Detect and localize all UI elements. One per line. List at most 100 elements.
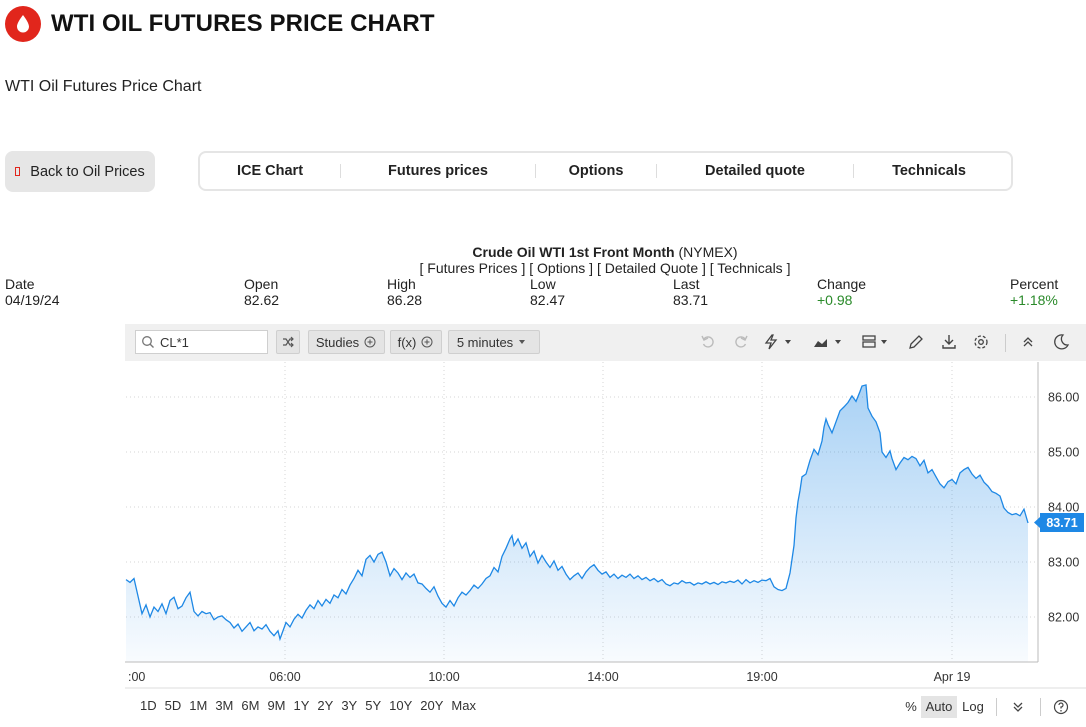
studies-button[interactable]: Studies — [308, 330, 385, 354]
quote-high: High 86.28 — [387, 276, 422, 308]
instrument-name: Crude Oil WTI 1st Front Month — [472, 244, 675, 260]
range-button-3m[interactable]: 3M — [215, 698, 234, 713]
quote-change: Change +0.98 — [817, 276, 866, 308]
tab-divider — [656, 164, 657, 178]
range-button-5d[interactable]: 5D — [164, 698, 182, 713]
x-tick-label: 06:00 — [269, 670, 300, 684]
undo-icon[interactable] — [697, 331, 719, 353]
x-tick-label: :00 — [128, 670, 145, 684]
log-scale-button[interactable]: Log — [962, 699, 984, 714]
tab-options[interactable]: Options — [568, 163, 624, 179]
quote-date: Date 04/19/24 — [5, 276, 60, 308]
auto-scale-button[interactable]: Auto — [921, 696, 957, 718]
low-label: Low — [530, 276, 556, 292]
quote-last: Last 83.71 — [673, 276, 708, 308]
scale-divider — [996, 698, 997, 716]
range-button-5y[interactable]: 5Y — [365, 698, 382, 713]
add-circle-icon — [421, 336, 433, 348]
y-tick-label: 82.00 — [1048, 611, 1079, 625]
symbol-search-input[interactable]: CL*1 — [135, 330, 268, 354]
studies-label: Studies — [315, 334, 360, 350]
scale-divider — [1040, 698, 1041, 716]
percent-value: +1.18% — [1010, 292, 1058, 308]
range-button-3y[interactable]: 3Y — [341, 698, 358, 713]
percent-scale-button[interactable]: % — [905, 699, 917, 714]
link-futures-prices[interactable]: [ Futures Prices ] — [419, 260, 526, 276]
help-icon[interactable] — [1050, 696, 1072, 718]
percent-label: Percent — [1010, 276, 1059, 292]
quote-open: Open 82.62 — [244, 276, 279, 308]
y-axis-labels: 86.00 85.00 84.00 83.00 82.00 — [1048, 391, 1079, 625]
redo-icon[interactable] — [730, 331, 752, 353]
range-button-1m[interactable]: 1M — [189, 698, 208, 713]
draw-pencil-icon[interactable] — [905, 331, 927, 353]
exchange-name: (NYMEX) — [678, 244, 738, 260]
expand-down-icon[interactable] — [1007, 696, 1029, 718]
price-line-series — [125, 384, 1029, 642]
tab-divider — [340, 164, 341, 178]
symbol-value: CL*1 — [160, 334, 189, 350]
link-technicals[interactable]: [ Technicals ] — [709, 260, 791, 276]
tab-detailed-quote[interactable]: Detailed quote — [705, 163, 805, 179]
back-icon — [15, 167, 21, 176]
x-tick-label: 10:00 — [428, 670, 459, 684]
x-tick-label: 19:00 — [746, 670, 777, 684]
y-tick-label: 85.00 — [1048, 446, 1079, 460]
quote-heading: Crude Oil WTI 1st Front Month (NYMEX) — [0, 244, 1086, 260]
range-button-1y[interactable]: 1Y — [293, 698, 310, 713]
download-icon[interactable] — [938, 331, 960, 353]
search-icon — [142, 336, 154, 348]
fx-button[interactable]: f(x) — [390, 330, 442, 354]
range-button-1d[interactable]: 1D — [140, 698, 157, 713]
tab-technicals[interactable]: Technicals — [892, 163, 966, 179]
date-value: 04/19/24 — [5, 292, 60, 308]
range-button-2y[interactable]: 2Y — [317, 698, 334, 713]
quote-low: Low 82.47 — [530, 276, 565, 308]
range-button-6m[interactable]: 6M — [241, 698, 260, 713]
price-area-fill — [126, 384, 1028, 662]
last-price-tag: 83.71 — [1040, 513, 1084, 532]
open-label: Open — [244, 276, 279, 292]
tab-ice-chart[interactable]: ICE Chart — [236, 163, 304, 179]
link-detailed-quote[interactable]: [ Detailed Quote ] — [596, 260, 706, 276]
compare-button[interactable] — [276, 330, 300, 354]
high-label: High — [387, 276, 416, 292]
link-options[interactable]: [ Options ] — [529, 260, 594, 276]
page-title: WTI OIL FUTURES PRICE CHART — [51, 10, 435, 37]
range-button-10y[interactable]: 10Y — [389, 698, 413, 713]
tab-divider — [853, 164, 854, 178]
tab-futures-prices[interactable]: Futures prices — [388, 163, 488, 179]
x-axis-labels: :00 06:00 10:00 14:00 19:00 Apr 19 — [128, 670, 970, 684]
range-selector: 1D 5D 1M 3M 6M 9M 1Y 2Y 3Y 5Y 10Y 20Y Max — [140, 698, 484, 713]
tab-divider — [535, 164, 536, 178]
layout-icon[interactable] — [860, 331, 894, 353]
interval-value: 5 minutes — [456, 334, 514, 350]
last-price-arrow — [1034, 517, 1040, 528]
range-button-20y[interactable]: 20Y — [420, 698, 444, 713]
interval-select[interactable]: 5 minutes — [448, 330, 540, 354]
range-button-max[interactable]: Max — [451, 698, 476, 713]
chart-type-icon[interactable] — [812, 331, 846, 353]
x-tick-label: 14:00 — [587, 670, 618, 684]
change-value: +0.98 — [817, 292, 853, 308]
add-circle-icon — [364, 336, 376, 348]
collapse-up-icon[interactable] — [1017, 331, 1039, 353]
quote-links: [ Futures Prices ] [ Options ] [ Detaile… — [0, 260, 1086, 276]
events-lightning-icon[interactable] — [762, 331, 796, 353]
dark-mode-moon-icon[interactable] — [1050, 331, 1072, 353]
back-button-label: Back to Oil Prices — [30, 163, 145, 180]
y-tick-label: 86.00 — [1048, 391, 1079, 405]
range-button-9m[interactable]: 9M — [267, 698, 286, 713]
settings-gear-icon[interactable] — [970, 331, 992, 353]
last-label: Last — [673, 276, 700, 292]
open-value: 82.62 — [244, 292, 280, 308]
last-value: 83.71 — [673, 292, 709, 308]
y-tick-label: 84.00 — [1048, 501, 1079, 515]
change-label: Change — [817, 276, 867, 292]
high-value: 86.28 — [387, 292, 423, 308]
fx-label: f(x) — [397, 334, 417, 350]
back-to-oil-prices-button[interactable]: Back to Oil Prices — [5, 151, 155, 192]
caret-down-icon — [519, 340, 526, 344]
page-subtitle: WTI Oil Futures Price Chart — [5, 78, 202, 95]
